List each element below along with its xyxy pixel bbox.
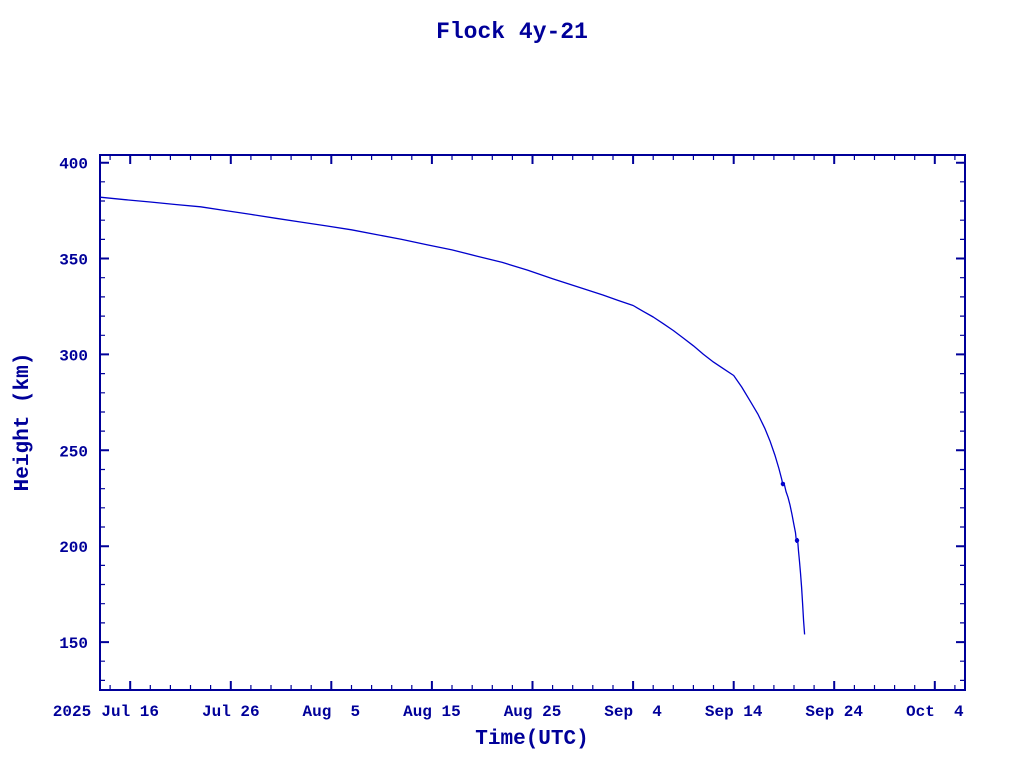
x-tick-label: Aug 15 bbox=[403, 703, 461, 721]
y-tick-label: 350 bbox=[59, 252, 88, 270]
data-cluster-dot bbox=[780, 481, 786, 487]
y-tick-label: 300 bbox=[59, 347, 88, 365]
plot-frame bbox=[99, 154, 966, 691]
y-tick-label: 200 bbox=[59, 539, 88, 557]
y-tick-label: 400 bbox=[59, 156, 88, 174]
height-decay-curve bbox=[99, 196, 806, 635]
axis-major-ticks bbox=[100, 155, 965, 690]
x-tick-label: Sep 24 bbox=[805, 703, 863, 721]
chart-title: Flock 4y-21 bbox=[436, 19, 588, 45]
major-tick-marks bbox=[100, 155, 965, 690]
x-tick-label: Sep 4 bbox=[604, 703, 662, 721]
x-tick-label: Aug 5 bbox=[302, 703, 360, 721]
data-cluster-dot bbox=[794, 538, 800, 543]
y-axis-label: Height (km) bbox=[12, 353, 35, 492]
year-label: 2025 bbox=[53, 703, 91, 721]
y-tick-label: 150 bbox=[59, 635, 88, 653]
x-axis-label: Time(UTC) bbox=[475, 728, 588, 751]
x-tick-label: Sep 14 bbox=[705, 703, 763, 721]
y-tick-label: 250 bbox=[59, 443, 88, 461]
x-tick-label: Jul 26 bbox=[202, 703, 260, 721]
x-tick-label: Aug 25 bbox=[504, 703, 562, 721]
x-axis-tick-labels: Jul 16 Jul 26 Aug 5 Aug 15 Aug 25 Sep 4 Sep 14… bbox=[101, 703, 964, 721]
x-tick-label: Oct 4 bbox=[906, 703, 964, 721]
x-tick-label: Jul 16 bbox=[101, 703, 159, 721]
minor-tick-marks bbox=[100, 155, 965, 690]
data-cluster-markers bbox=[780, 481, 800, 543]
y-axis-tick-labels: 150 200 250 300 350 400 bbox=[59, 156, 88, 653]
axis-minor-ticks bbox=[100, 155, 965, 690]
